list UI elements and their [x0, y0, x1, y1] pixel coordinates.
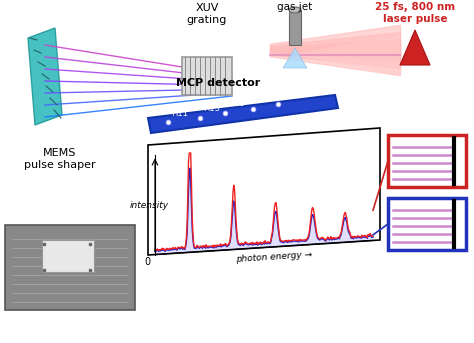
Polygon shape	[28, 28, 62, 125]
Text: 25 fs, 800 nm
laser pulse: 25 fs, 800 nm laser pulse	[375, 2, 455, 24]
Bar	[289, 10, 301, 45]
Text: H15: H15	[228, 99, 245, 108]
Text: H17: H17	[256, 95, 273, 104]
Text: gas jet: gas jet	[277, 2, 313, 12]
Text: MCP detector: MCP detector	[176, 78, 260, 88]
Text: MEMS
pulse shaper: MEMS pulse shaper	[24, 148, 96, 169]
Bar	[182, 57, 232, 95]
Text: 0: 0	[145, 257, 151, 267]
Polygon shape	[148, 95, 338, 133]
Text: XUV
grating: XUV grating	[187, 3, 227, 25]
Text: H13: H13	[203, 104, 220, 113]
Polygon shape	[400, 30, 430, 65]
Text: H11: H11	[171, 108, 188, 118]
Polygon shape	[270, 35, 400, 75]
Text: photon energy →: photon energy →	[236, 250, 313, 264]
Polygon shape	[155, 168, 373, 255]
Bar	[42, 240, 94, 272]
Text: H19: H19	[281, 91, 298, 99]
Bar	[5, 225, 135, 310]
Bar	[388, 198, 466, 250]
Polygon shape	[148, 128, 380, 255]
Bar	[388, 135, 466, 187]
Ellipse shape	[289, 7, 301, 13]
Text: intensity: intensity	[129, 201, 169, 210]
Polygon shape	[283, 48, 307, 68]
